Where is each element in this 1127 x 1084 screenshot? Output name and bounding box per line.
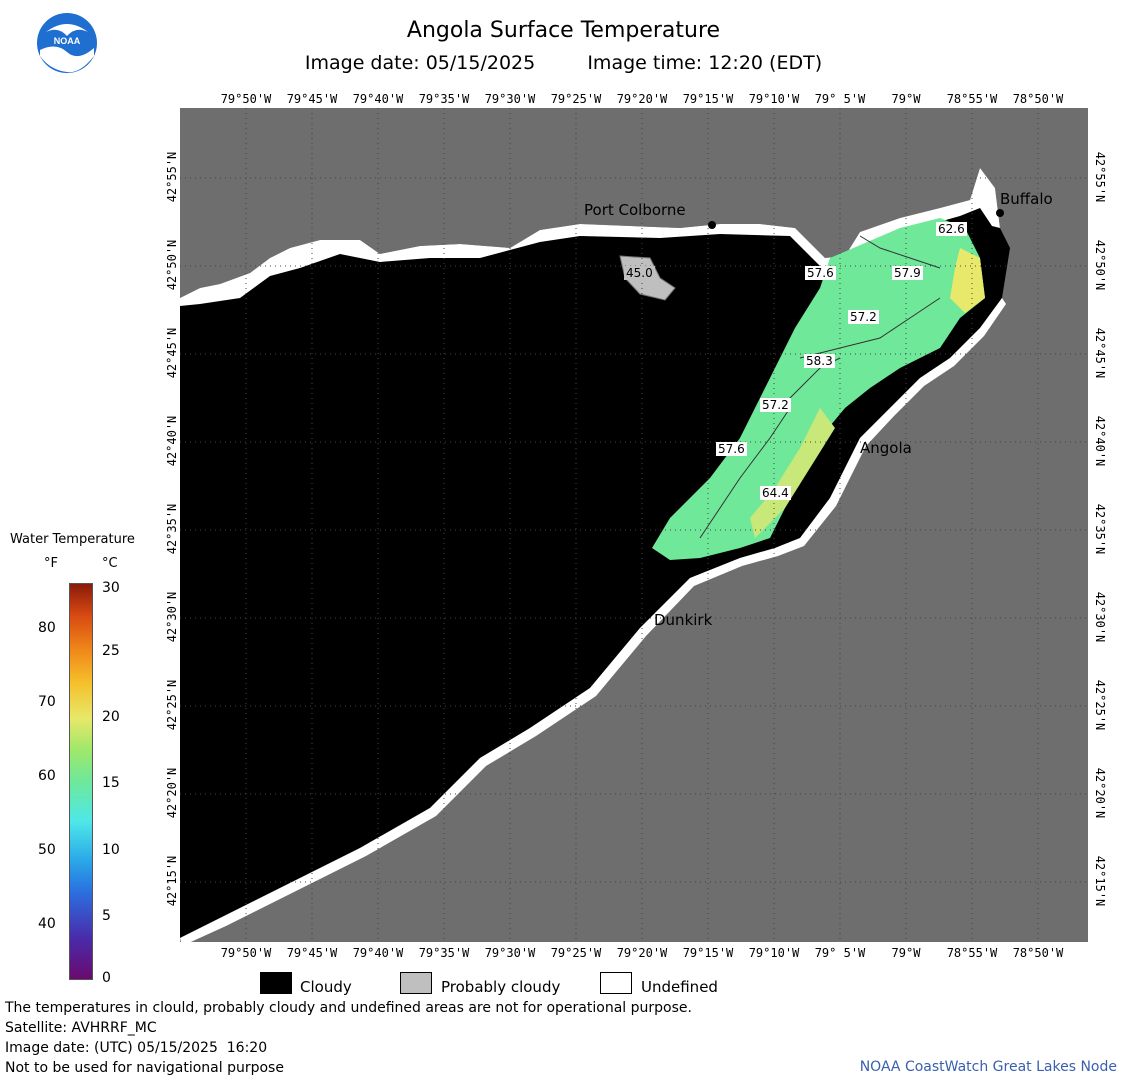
temp-label: 57.6 (805, 266, 836, 280)
lon-tick-top: 79°40'W (352, 92, 404, 106)
lon-tick-top: 79°45'W (286, 92, 338, 106)
lat-tick-left: 42°45'N (165, 327, 179, 379)
lon-tick-top: 79°50'W (220, 92, 272, 106)
legend-c-value: 25 (102, 643, 120, 659)
legend-f-value: 60 (38, 768, 56, 784)
lon-tick-bottom: 79°35'W (418, 946, 470, 960)
legend-f-value: 50 (38, 842, 56, 858)
lon-tick-top: 79°10'W (748, 92, 800, 106)
legend-f-value: 70 (38, 694, 56, 710)
sst-region (652, 218, 985, 560)
lon-tick-bottom: 79° 5'W (814, 946, 866, 960)
legend-title: Water Temperature (10, 532, 135, 547)
lat-tick-right: 42°45'N (1093, 327, 1107, 379)
footer-credit: NOAA CoastWatch Great Lakes Node (859, 1059, 1117, 1075)
noaa-logo-text: NOAA (54, 36, 81, 46)
image-time: Image time: 12:20 (EDT) (587, 52, 823, 74)
city-label-angola: Angola (860, 439, 912, 457)
swatch-undefined (600, 972, 632, 994)
swatch-probably-cloudy (400, 972, 432, 994)
city-dot-angola (851, 434, 859, 442)
temp-label: 58.3 (804, 354, 835, 368)
lon-tick-bottom: 79°30'W (484, 946, 536, 960)
lat-tick-left: 42°15'N (165, 855, 179, 907)
key-probably-cloudy: Probably cloudy (441, 978, 561, 996)
lat-tick-right: 42°35'N (1093, 503, 1107, 555)
legend-c-value: 15 (102, 775, 120, 791)
temp-label: 64.4 (760, 486, 791, 500)
lon-tick-top: 79° 5'W (814, 92, 866, 106)
noaa-logo: NOAA (36, 12, 98, 74)
city-dot-dunkirk (646, 606, 654, 614)
lat-tick-right: 42°40'N (1093, 415, 1107, 467)
lon-tick-bottom: 79°50'W (220, 946, 272, 960)
lon-tick-bottom: 79°40'W (352, 946, 404, 960)
temp-label: 57.2 (760, 398, 791, 412)
lat-tick-left: 42°25'N (165, 679, 179, 731)
temp-label: 57.6 (716, 442, 747, 456)
lat-tick-left: 42°20'N (165, 767, 179, 819)
lat-tick-right: 42°20'N (1093, 767, 1107, 819)
legend-f-value: 40 (38, 916, 56, 932)
lat-tick-right: 42°15'N (1093, 855, 1107, 907)
city-label-port-colborne: Port Colborne (584, 201, 686, 219)
map-title: Angola Surface Temperature (406, 18, 721, 43)
lat-tick-left: 42°55'N (165, 151, 179, 203)
image-date: Image date: 05/15/2025 (304, 52, 536, 74)
legend-f-value: 80 (38, 620, 56, 636)
lon-tick-top: 78°50'W (1012, 92, 1064, 106)
legend-unit-c: °C (102, 556, 118, 571)
lon-tick-top: 79°20'W (616, 92, 668, 106)
legend-c-value: 20 (102, 709, 120, 725)
lon-tick-bottom: 79°10'W (748, 946, 800, 960)
key-undefined: Undefined (641, 978, 718, 996)
legend-c-value: 10 (102, 842, 120, 858)
temp-label: 45.0 (624, 266, 655, 280)
lat-tick-left: 42°30'N (165, 591, 179, 643)
footer-utc-date: Image date: (UTC) 05/15/2025 16:20 (5, 1040, 268, 1056)
temp-label: 57.9 (892, 266, 923, 280)
lon-tick-bottom: 79°W (891, 946, 921, 960)
lon-tick-bottom: 79°20'W (616, 946, 668, 960)
footer-satellite: Satellite: AVHRRF_MC (5, 1020, 157, 1036)
sst-warm-strip-2 (750, 408, 835, 538)
legend-c-value: 5 (102, 908, 111, 924)
lat-tick-left: 42°50'N (165, 239, 179, 291)
city-label-dunkirk: Dunkirk (654, 611, 713, 629)
city-dot-port-colborne (708, 221, 716, 229)
lon-tick-top: 79°30'W (484, 92, 536, 106)
lat-tick-left: 42°35'N (165, 503, 179, 555)
lon-tick-top: 79°25'W (550, 92, 602, 106)
lon-tick-bottom: 78°55'W (946, 946, 998, 960)
lat-tick-left: 42°40'N (165, 415, 179, 467)
swatch-cloudy (260, 972, 292, 994)
key-cloudy: Cloudy (300, 978, 352, 996)
sst-warm-strip (950, 248, 985, 313)
legend-c-value: 30 (102, 580, 120, 596)
city-label-buffalo: Buffalo (1000, 190, 1053, 208)
color-scale-bar (69, 583, 93, 980)
footer-disclaimer: The temperatures in clould, probably clo… (5, 1000, 692, 1016)
temp-label: 57.2 (848, 310, 879, 324)
lat-tick-right: 42°50'N (1093, 239, 1107, 291)
lon-tick-bottom: 79°45'W (286, 946, 338, 960)
city-dot-buffalo (996, 209, 1004, 217)
lon-tick-top: 78°55'W (946, 92, 998, 106)
lon-tick-top: 79°W (891, 92, 921, 106)
lat-tick-right: 42°55'N (1093, 151, 1107, 203)
legend-c-value: 0 (102, 970, 111, 986)
lat-tick-right: 42°25'N (1093, 679, 1107, 731)
lon-tick-bottom: 79°25'W (550, 946, 602, 960)
lon-tick-bottom: 78°50'W (1012, 946, 1064, 960)
map-area: 45.0 57.6 57.9 62.6 57.2 58.3 57.2 57.6 … (180, 108, 1088, 942)
temp-label: 62.6 (936, 222, 967, 236)
lon-tick-bottom: 79°15'W (682, 946, 734, 960)
footer-nav: Not to be used for navigational purpose (5, 1060, 284, 1076)
graticule (180, 108, 1088, 942)
lat-tick-right: 42°30'N (1093, 591, 1107, 643)
lon-tick-top: 79°35'W (418, 92, 470, 106)
legend-unit-f: °F (44, 556, 58, 571)
lon-tick-top: 79°15'W (682, 92, 734, 106)
map-subtitle: Image date: 05/15/2025 Image time: 12:20… (0, 52, 1127, 74)
